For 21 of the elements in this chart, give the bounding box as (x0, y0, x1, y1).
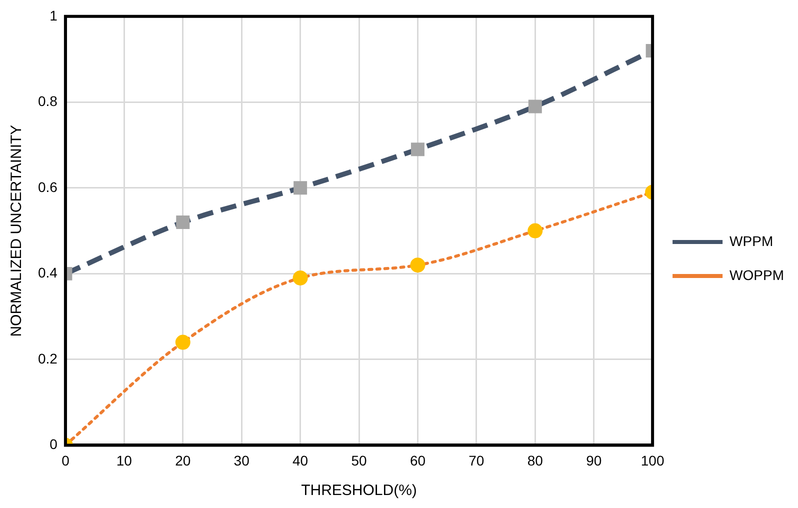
y-tick-label: 1 (50, 7, 58, 24)
y-tick-label: 0.8 (38, 93, 58, 110)
x-tick-label: 80 (527, 452, 544, 468)
x-tick-label: 100 (640, 452, 664, 468)
x-tick-label: 0 (62, 452, 70, 468)
y-tick-label: 0.4 (38, 264, 58, 281)
x-tick-label: 50 (351, 452, 368, 468)
y-tick-label: 0 (50, 436, 58, 452)
x-tick-label: 70 (468, 452, 484, 468)
x-tick-label: 90 (586, 452, 602, 468)
x-tick-label: 10 (116, 452, 132, 468)
y-axis-title: NORMALIZED UNCERTAINITY (8, 124, 26, 337)
y-tick-label: 0.6 (38, 178, 58, 195)
x-tick-label: 40 (292, 452, 308, 468)
x-axis-title: THRESHOLD(%) (301, 482, 417, 500)
legend-label: WPPM (730, 232, 774, 249)
x-tick-label: 60 (410, 452, 426, 468)
y-tick-label: 0.2 (38, 350, 58, 366)
legend-label: WOPPM (730, 266, 784, 283)
x-tick-label: 20 (175, 452, 191, 468)
x-tick-label: 30 (234, 452, 250, 468)
